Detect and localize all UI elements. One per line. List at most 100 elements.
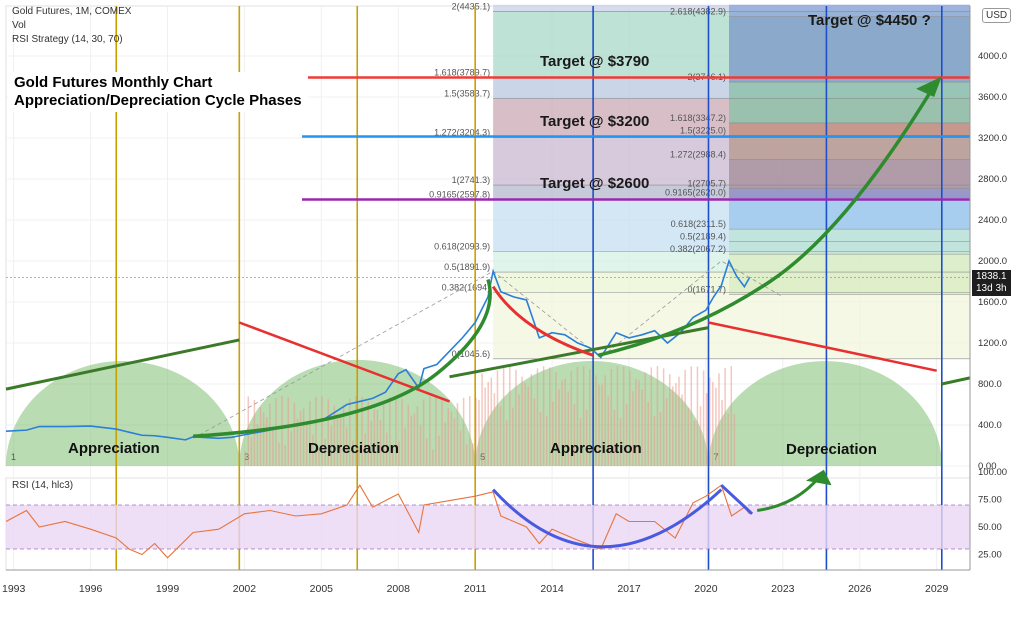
volume-bar	[472, 443, 474, 466]
fib-label-left: 0.5(1891.9)	[444, 262, 490, 272]
volume-bar	[293, 402, 296, 466]
volume-bar	[650, 367, 653, 466]
fib-label-right: 1.272(2988.4)	[670, 150, 726, 160]
volume-bar	[576, 366, 579, 466]
volume-bar	[598, 384, 600, 466]
phase-label-7: Depreciation	[786, 441, 877, 458]
volume-bar	[502, 366, 505, 466]
time-axis-tick: 2017	[617, 583, 641, 595]
trend-line-red-2	[708, 321, 937, 372]
price-axis-tick: 800.0	[978, 379, 1002, 390]
volume-bar	[659, 412, 662, 466]
volume-bar	[718, 373, 720, 466]
volume-bar	[352, 440, 354, 466]
appreciation-arrow	[193, 278, 492, 439]
rsi-axis-tick: 25.00	[978, 550, 1002, 561]
chart-subtitle: Appreciation/Depreciation Cycle Phases	[14, 92, 302, 109]
time-axis-tick: 2011	[464, 583, 487, 595]
price-axis-tick: 4000.0	[978, 51, 1007, 62]
price-axis-tick: 3600.0	[978, 92, 1007, 103]
cycle-number: 1	[11, 452, 16, 462]
volume-bar	[432, 449, 434, 466]
volume-bar	[389, 397, 391, 466]
volume-bar	[653, 415, 656, 466]
volume-bar	[355, 396, 357, 466]
volume-bar	[370, 420, 373, 466]
volume-bar	[419, 425, 422, 466]
price-axis-tick: 1600.0	[978, 297, 1007, 308]
phase-label-5: Appreciation	[550, 440, 642, 457]
volume-bar	[299, 410, 302, 466]
volume-bar	[542, 366, 545, 466]
volume-bar	[318, 448, 320, 466]
volume-bar	[287, 397, 290, 466]
volume-bar	[376, 409, 379, 466]
volume-bar	[392, 446, 394, 466]
volume-bar	[315, 396, 317, 466]
volume-bar	[413, 413, 416, 466]
volume-bar	[604, 375, 606, 466]
time-axis-tick: 2020	[694, 583, 718, 595]
volume-label: Vol	[12, 20, 26, 31]
volume-bar	[484, 387, 486, 466]
fib-label-right: 2.618(4382.9)	[670, 7, 726, 17]
volume-bar	[330, 425, 333, 466]
volume-bar	[327, 399, 330, 466]
volume-bar	[595, 375, 597, 466]
volume-bar	[499, 406, 502, 466]
volume-bar	[512, 407, 514, 466]
volume-bar	[647, 401, 649, 466]
volume-bar	[656, 366, 659, 466]
volume-bar	[382, 401, 385, 466]
volume-bar	[312, 434, 314, 466]
price-line	[5, 258, 751, 441]
volume-bar	[259, 407, 262, 466]
volume-bar	[438, 435, 440, 466]
target-label-4450: Target @ $4450 ?	[808, 12, 931, 29]
fib-label-right: 0.618(2311.5)	[671, 219, 726, 229]
price-axis-tick: 2800.0	[978, 174, 1007, 185]
volume-bar	[675, 383, 677, 466]
volume-bar	[296, 418, 299, 466]
volume-bar	[555, 372, 557, 466]
currency-button[interactable]: USD	[982, 8, 1012, 23]
volume-bar	[524, 383, 526, 466]
price-axis-tick: 3200.0	[978, 133, 1007, 144]
volume-bar	[429, 396, 431, 466]
fib-label-right: 1.618(3347.2)	[670, 113, 726, 123]
chart-title: Gold Futures Monthly Chart	[14, 74, 213, 91]
volume-bar	[567, 391, 569, 466]
countdown: 13d 3h	[976, 283, 1007, 294]
volume-bar	[462, 397, 465, 466]
volume-bar	[715, 387, 717, 466]
fib-zone-right	[729, 197, 970, 230]
volume-bar	[549, 367, 551, 466]
strategy-label: RSI Strategy (14, 30, 70)	[12, 34, 123, 45]
volume-bar	[665, 398, 668, 466]
volume-bar	[629, 371, 631, 466]
volume-bar	[635, 378, 637, 466]
volume-bar	[481, 373, 483, 466]
volume-bar	[262, 412, 265, 466]
volume-bar	[321, 396, 323, 466]
volume-bar	[367, 401, 369, 466]
last-price-tag: 1838.1 13d 3h	[972, 270, 1011, 296]
trend-line-green-3	[941, 376, 971, 386]
rsi-axis-tick: 100.00	[978, 467, 1007, 478]
volume-bar	[558, 389, 560, 466]
volume-bar	[361, 397, 363, 466]
volume-bar	[662, 368, 665, 466]
fib-label-right: 0.9165(2620.0)	[665, 187, 726, 197]
volume-bar	[733, 414, 736, 466]
time-axis-tick: 2026	[848, 583, 872, 595]
fib-label-right: 1(2705.7)	[687, 179, 726, 189]
volume-bar	[721, 399, 723, 466]
fib-zone-right	[729, 188, 970, 198]
time-axis-tick: 1993	[2, 583, 26, 595]
volume-bar	[672, 386, 674, 466]
rsi-band	[6, 505, 970, 549]
volume-bar	[345, 427, 348, 466]
volume-bar	[579, 418, 582, 466]
volume-bar	[487, 381, 489, 466]
